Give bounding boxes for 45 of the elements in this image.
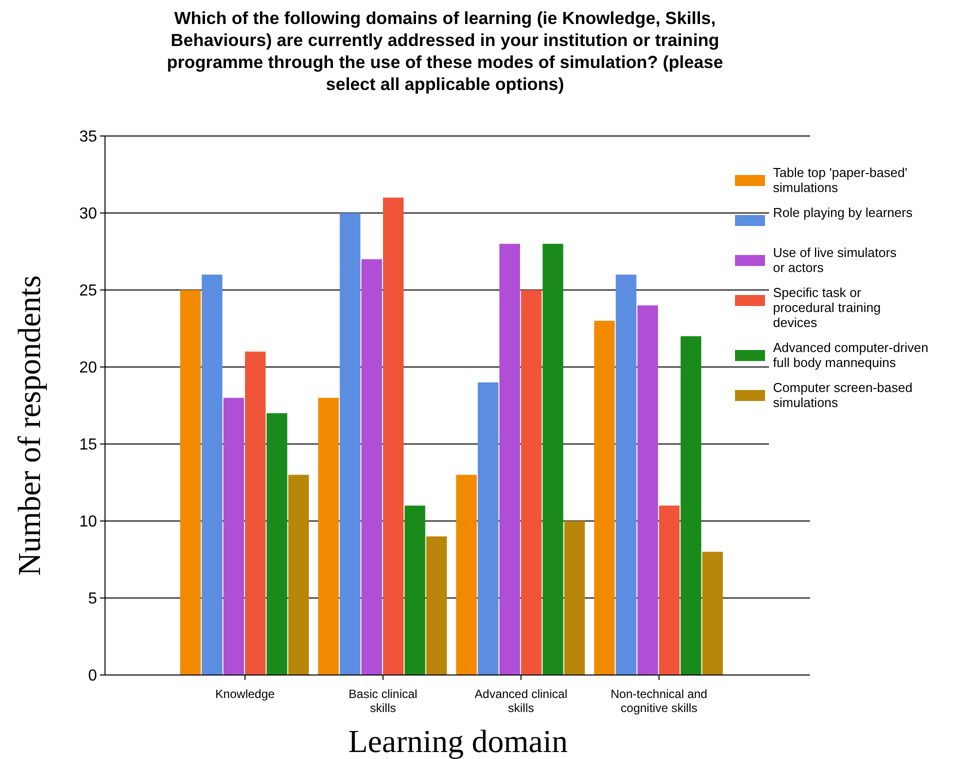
bar <box>180 290 201 675</box>
y-tick-label: 0 <box>88 668 98 685</box>
y-tick-label: 25 <box>79 282 98 300</box>
y-tick-label: 30 <box>79 206 98 223</box>
chart-title: Which of the following domains of learning (ie Knowledge, Skills, Behaviours) are currently addressed in your institution or training programme through the use of these modes of simulation? (please select all applicable options) <box>166 8 724 94</box>
bar <box>616 274 636 675</box>
y-tick-label: 5 <box>88 590 98 608</box>
bar <box>383 198 404 675</box>
y-axis-title: Number of respondents <box>11 275 47 576</box>
y-tick-label: 20 <box>79 360 98 377</box>
bar <box>361 259 382 675</box>
bar <box>542 244 564 675</box>
legend-label: Role playing by learners <box>773 205 913 220</box>
bar <box>288 474 309 675</box>
bar <box>426 536 447 675</box>
x-tick-label: Non-technical and cognitive skills <box>610 687 708 715</box>
x-axis-title: Learning domain <box>348 723 568 759</box>
bar <box>266 413 288 675</box>
bar <box>223 398 244 675</box>
bar <box>659 506 680 675</box>
x-tick-label: Advanced clinical skills <box>474 687 568 715</box>
y-tick-label: 35 <box>79 128 98 146</box>
bar <box>564 521 585 675</box>
legend-label: Specific task or procedural training devices <box>773 285 881 330</box>
y-tick-label: 10 <box>79 514 98 531</box>
bar <box>202 274 222 675</box>
bar <box>702 552 723 675</box>
bar <box>318 398 339 675</box>
bar <box>404 506 426 675</box>
legend-label: Use of live simulators or actors <box>773 245 898 275</box>
bar <box>637 305 658 675</box>
legend-label: Computer screen-based simulations <box>773 380 912 410</box>
bar <box>680 336 702 675</box>
bar <box>478 382 498 675</box>
bar <box>456 474 477 675</box>
x-tick-label: Knowledge <box>215 687 276 701</box>
bar <box>245 352 266 675</box>
legend-label: Advanced computer-driven full body mannequins <box>773 340 928 370</box>
bar <box>521 290 542 675</box>
bar <box>594 320 615 675</box>
y-tick-label: 15 <box>79 436 98 454</box>
legend-label: Table top 'paper-based' simulations <box>773 165 908 195</box>
bar <box>340 213 360 675</box>
x-tick-label: Basic clinical skills <box>348 687 418 715</box>
bar <box>499 244 520 675</box>
